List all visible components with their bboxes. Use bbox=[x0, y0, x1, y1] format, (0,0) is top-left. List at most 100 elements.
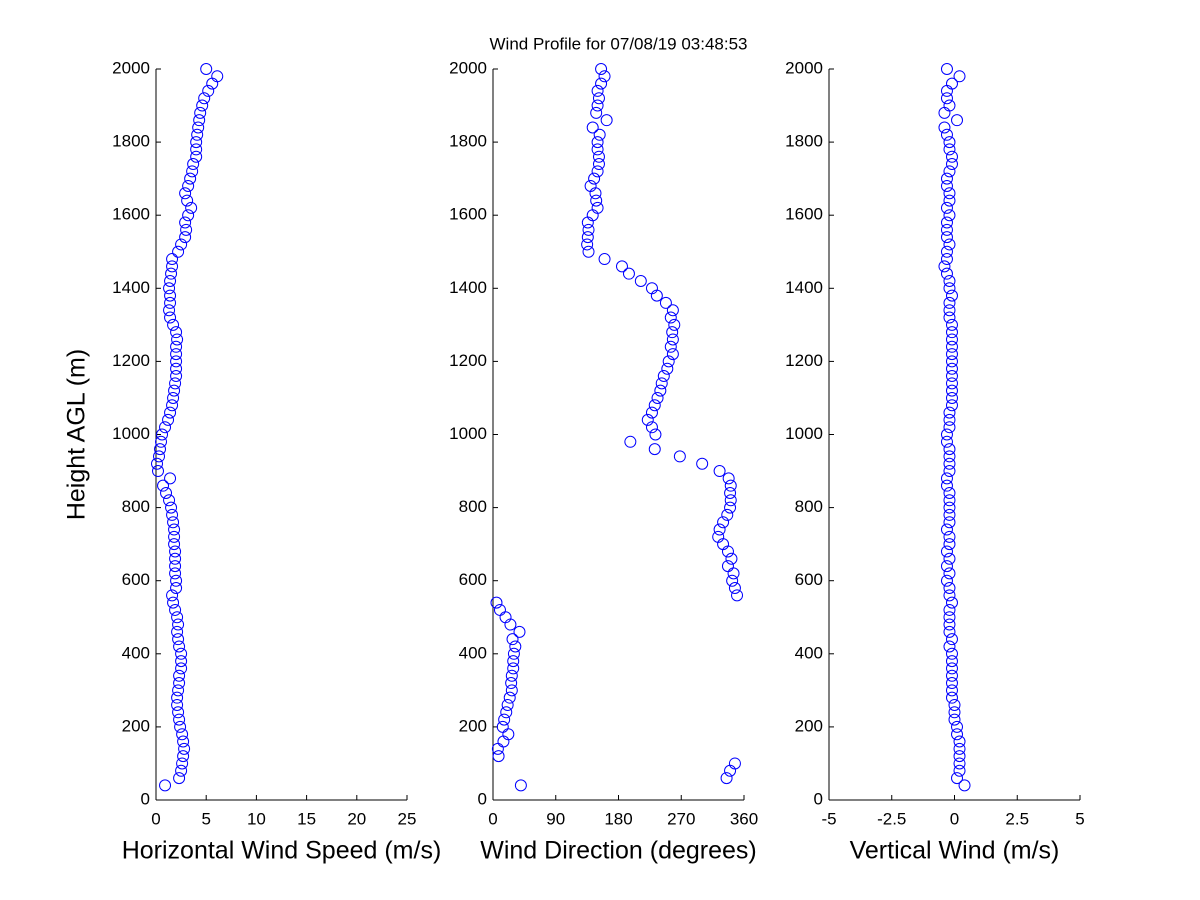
marker bbox=[664, 340, 677, 353]
marker bbox=[593, 128, 606, 141]
x-tick-label: 25 bbox=[398, 809, 417, 828]
marker bbox=[951, 772, 964, 785]
marker bbox=[945, 326, 958, 339]
marker bbox=[166, 399, 179, 412]
marker bbox=[181, 194, 194, 207]
marker bbox=[168, 523, 181, 536]
marker bbox=[645, 406, 658, 419]
y-tick-label: 0 bbox=[141, 789, 150, 808]
marker bbox=[590, 194, 603, 207]
x-tick-label: 10 bbox=[247, 809, 266, 828]
marker bbox=[166, 589, 179, 602]
marker bbox=[945, 150, 958, 163]
marker bbox=[177, 750, 190, 763]
x-axis-label: Wind Direction (degrees) bbox=[480, 837, 757, 865]
marker bbox=[945, 318, 958, 331]
marker bbox=[731, 589, 744, 602]
marker bbox=[945, 596, 958, 609]
marker bbox=[945, 391, 958, 404]
marker bbox=[162, 413, 175, 426]
marker bbox=[951, 728, 964, 741]
marker bbox=[943, 238, 956, 251]
marker bbox=[940, 63, 953, 75]
y-tick-label: 400 bbox=[459, 643, 487, 662]
marker bbox=[172, 245, 185, 258]
y-tick-label: 1400 bbox=[449, 278, 487, 297]
marker bbox=[945, 362, 958, 375]
y-axis-label: Height AGL (m) bbox=[63, 349, 91, 520]
marker bbox=[171, 611, 184, 624]
marker bbox=[191, 128, 204, 141]
marker bbox=[724, 479, 737, 492]
marker bbox=[721, 508, 734, 521]
marker bbox=[953, 757, 966, 770]
marker bbox=[173, 713, 186, 726]
marker bbox=[720, 772, 733, 785]
marker bbox=[938, 121, 951, 134]
y-tick-label: 200 bbox=[459, 716, 487, 735]
y-tick-label: 200 bbox=[795, 716, 823, 735]
y-tick-label: 1400 bbox=[785, 278, 823, 297]
marker bbox=[943, 143, 956, 156]
marker bbox=[940, 435, 953, 448]
marker bbox=[696, 457, 709, 470]
marker bbox=[173, 669, 186, 682]
marker bbox=[945, 158, 958, 171]
marker bbox=[943, 296, 956, 309]
marker bbox=[159, 779, 172, 792]
x-axis-label: Vertical Wind (m/s) bbox=[850, 837, 1060, 865]
marker bbox=[582, 245, 595, 258]
marker bbox=[728, 582, 741, 595]
marker bbox=[581, 238, 594, 251]
marker bbox=[943, 304, 956, 317]
marker bbox=[726, 574, 739, 587]
marker bbox=[940, 574, 953, 587]
y-tick-label: 1800 bbox=[785, 132, 823, 151]
marker bbox=[165, 267, 178, 280]
marker bbox=[945, 669, 958, 682]
marker bbox=[943, 413, 956, 426]
y-tick-label: 600 bbox=[795, 570, 823, 589]
marker bbox=[940, 267, 953, 280]
marker bbox=[171, 691, 184, 704]
marker bbox=[666, 333, 679, 346]
marker bbox=[712, 530, 725, 543]
marker bbox=[728, 757, 741, 770]
marker bbox=[673, 450, 686, 463]
x-axis-label: Horizontal Wind Speed (m/s) bbox=[122, 837, 442, 865]
x-tick-label: 20 bbox=[347, 809, 366, 828]
marker bbox=[164, 472, 177, 485]
marker bbox=[943, 567, 956, 580]
marker bbox=[945, 340, 958, 353]
marker bbox=[940, 245, 953, 258]
marker bbox=[657, 370, 670, 383]
marker bbox=[169, 377, 182, 390]
marker bbox=[951, 720, 964, 733]
marker bbox=[945, 677, 958, 690]
marker bbox=[598, 253, 611, 266]
marker bbox=[943, 640, 956, 653]
y-tick-label: 1000 bbox=[112, 424, 150, 443]
marker bbox=[943, 486, 956, 499]
marker bbox=[170, 340, 183, 353]
marker bbox=[163, 304, 176, 317]
marker bbox=[163, 494, 176, 507]
marker bbox=[591, 84, 604, 97]
marker bbox=[666, 326, 679, 339]
marker bbox=[592, 92, 605, 105]
marker bbox=[940, 479, 953, 492]
marker bbox=[200, 63, 213, 75]
x-tick-label: 15 bbox=[297, 809, 316, 828]
marker bbox=[943, 552, 956, 565]
marker bbox=[185, 201, 198, 214]
marker bbox=[940, 201, 953, 214]
marker bbox=[943, 501, 956, 514]
marker bbox=[943, 530, 956, 543]
marker bbox=[492, 750, 505, 763]
marker bbox=[179, 231, 192, 244]
marker bbox=[170, 348, 183, 361]
marker bbox=[953, 750, 966, 763]
y-tick-label: 2000 bbox=[785, 58, 823, 77]
marker bbox=[173, 640, 186, 653]
y-tick-label: 600 bbox=[122, 570, 150, 589]
